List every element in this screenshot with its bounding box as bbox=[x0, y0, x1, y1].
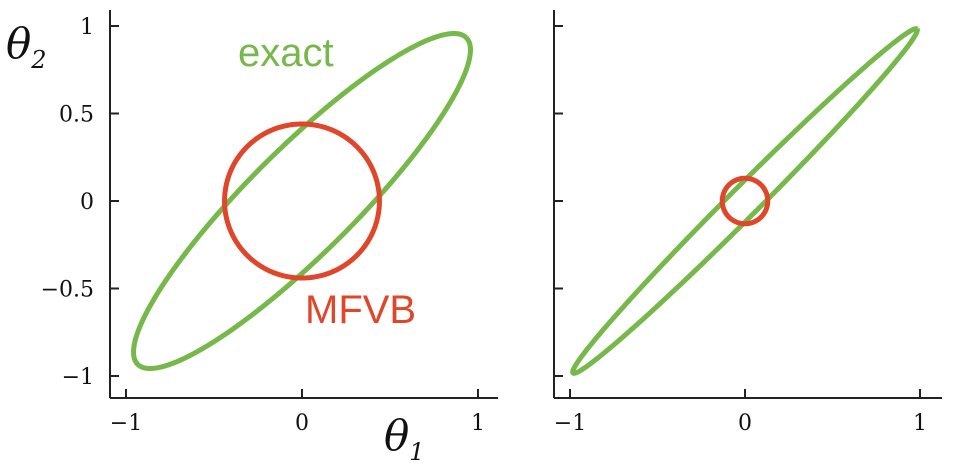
left-curves bbox=[131, 31, 473, 371]
y-axis-label-subscript: 2 bbox=[30, 46, 46, 74]
y-tick-label: −0.5 bbox=[41, 278, 94, 303]
right-panel: −1 0 1 bbox=[553, 10, 942, 436]
x-axis-label: θ1 bbox=[384, 411, 425, 464]
x-tick-label: −1 bbox=[110, 411, 142, 436]
exact-ellipse-series bbox=[570, 26, 920, 376]
x-axis-label-subscript: 1 bbox=[409, 438, 424, 464]
y-tick-label: 0.5 bbox=[59, 103, 94, 128]
x-tick-label: 1 bbox=[471, 411, 485, 436]
mfvb-circle-series bbox=[719, 175, 771, 227]
y-axis-label: θ2 bbox=[6, 19, 47, 74]
exact-label: exact bbox=[238, 31, 334, 75]
mfvb-circle-series bbox=[222, 121, 382, 281]
y-tick-label: −1 bbox=[62, 365, 94, 390]
x-tick-label: 0 bbox=[295, 411, 309, 436]
mfvb-label: MFVB bbox=[305, 288, 416, 332]
exact-ellipse-series bbox=[131, 31, 473, 371]
left-panel: −1 0 110.50−0.5−1 θ2 θ1 exact MFVB bbox=[6, 10, 498, 464]
right-ticks: −1 0 1 bbox=[554, 25, 927, 436]
x-axis-label-symbol: θ bbox=[384, 411, 409, 460]
y-axis-label-symbol: θ bbox=[6, 19, 31, 68]
y-tick-label: 0 bbox=[80, 190, 94, 215]
left-ticks: −1 0 1 1 0.5 0 −0.5 −1 bbox=[41, 15, 485, 436]
x-tick-label: 0 bbox=[738, 411, 752, 436]
right-curves bbox=[570, 26, 920, 376]
y-tick-label: 1 bbox=[80, 15, 94, 40]
x-tick-label: 1 bbox=[913, 411, 927, 436]
x-tick-label: −1 bbox=[554, 411, 586, 436]
